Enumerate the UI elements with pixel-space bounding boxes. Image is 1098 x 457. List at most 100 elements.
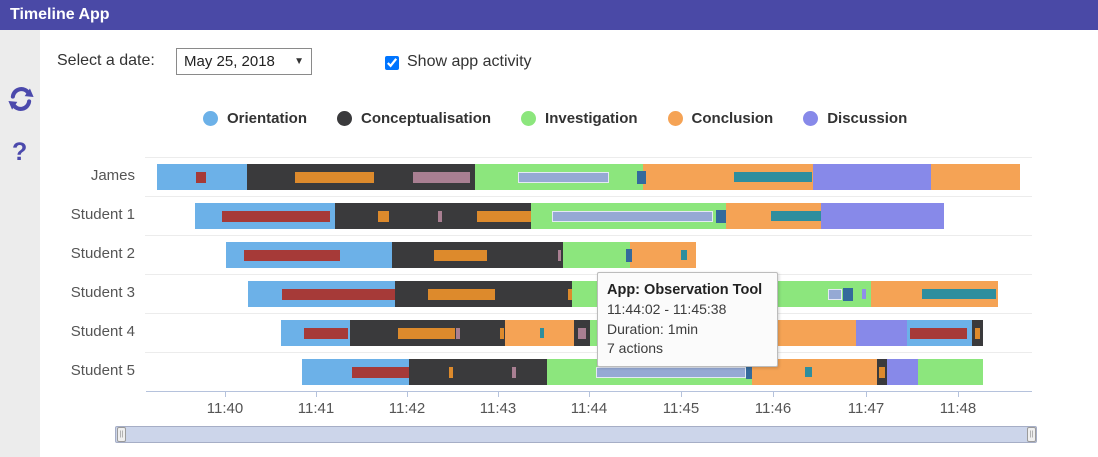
- activity-bar-orange[interactable]: [398, 328, 455, 339]
- legend-dot-icon: [803, 111, 819, 126]
- activity-bar-orange[interactable]: [477, 211, 531, 222]
- axis-tick: [866, 391, 867, 397]
- tooltip-title: App: Observation Tool: [607, 282, 763, 298]
- phase-segment-conceptualisation[interactable]: [409, 359, 547, 385]
- activity-bar-orange[interactable]: [879, 367, 885, 378]
- row-separator: [145, 196, 1032, 197]
- date-select-label: Select a date:: [57, 52, 155, 69]
- activity-bar-bluegray[interactable]: [552, 211, 713, 222]
- activity-bar-lavender[interactable]: [862, 289, 866, 299]
- refresh-icon[interactable]: [8, 86, 34, 112]
- activity-bar-darkblue[interactable]: [637, 171, 646, 184]
- activity-bar-orange[interactable]: [975, 328, 980, 339]
- axis-tick: [681, 391, 682, 397]
- axis-tick: [225, 391, 226, 397]
- phase-segment-investigation[interactable]: [918, 359, 983, 385]
- axis-tick: [958, 391, 959, 397]
- legend-label: Conceptualisation: [361, 110, 492, 127]
- activity-bar-red[interactable]: [352, 367, 409, 378]
- legend-dot-icon: [203, 111, 218, 126]
- show-activity-checkbox[interactable]: [385, 56, 399, 70]
- activity-bar-red[interactable]: [282, 289, 395, 300]
- axis-tick-label: 11:46: [754, 400, 792, 417]
- activity-bar-orange[interactable]: [434, 250, 487, 261]
- legend-item-discussion: Discussion: [803, 110, 907, 127]
- tooltip-duration: Duration: 1min: [607, 320, 699, 337]
- scrollbar-track[interactable]: [115, 426, 1037, 443]
- row-label: Student 2: [70, 245, 135, 262]
- phase-segment-conclusion[interactable]: [505, 320, 574, 346]
- help-icon[interactable]: ?: [12, 138, 28, 166]
- activity-bar-bluegray[interactable]: [596, 367, 746, 378]
- axis-tick: [407, 391, 408, 397]
- activity-bar-darkblue[interactable]: [626, 249, 632, 262]
- activity-bar-orange[interactable]: [568, 289, 572, 300]
- scrollbar-handle-right[interactable]: ||: [1027, 427, 1036, 442]
- legend-label: Discussion: [827, 110, 908, 127]
- axis-tick-label: 11:47: [847, 400, 885, 417]
- activity-bar-red[interactable]: [910, 328, 967, 339]
- activity-bar-red[interactable]: [304, 328, 348, 339]
- activity-bar-orange[interactable]: [449, 367, 453, 378]
- phase-segment-discussion[interactable]: [887, 359, 918, 385]
- app-title: Timeline App: [10, 6, 110, 23]
- legend-item-investigation: Investigation: [521, 110, 638, 127]
- legend-label: Conclusion: [691, 110, 774, 127]
- legend: Orientation Conceptualisation Investigatio…: [203, 110, 907, 127]
- activity-bar-teal[interactable]: [922, 289, 996, 299]
- legend-dot-icon: [667, 111, 683, 126]
- legend-item-conclusion: Conclusion: [667, 110, 774, 127]
- axis-tick-label: 11:48: [939, 400, 977, 417]
- phase-segment-conclusion[interactable]: [931, 164, 1020, 190]
- tooltip-time-range: 11:44:02 - 11:45:38: [607, 301, 727, 318]
- tooltip-actions: 7 actions: [607, 340, 664, 357]
- axis-tick-label: 11:43: [479, 400, 517, 417]
- activity-bar-red[interactable]: [222, 211, 330, 222]
- activity-bar-orange[interactable]: [428, 289, 495, 300]
- date-select-value: May 25, 2018: [184, 53, 275, 70]
- activity-bar-teal[interactable]: [681, 250, 687, 260]
- activity-bar-orange[interactable]: [295, 172, 374, 183]
- activity-bar-teal[interactable]: [771, 211, 821, 221]
- activity-bar-mauve[interactable]: [512, 367, 516, 378]
- activity-bar-red[interactable]: [244, 250, 340, 261]
- phase-segment-discussion[interactable]: [856, 320, 907, 346]
- legend-label: Investigation: [545, 110, 638, 127]
- activity-bar-teal[interactable]: [805, 367, 812, 377]
- activity-bar-darkblue[interactable]: [716, 210, 726, 223]
- activity-bar-mauve[interactable]: [578, 328, 586, 339]
- legend-dot-icon: [521, 111, 537, 126]
- axis-tick: [316, 391, 317, 397]
- activity-bar-mauve[interactable]: [558, 250, 561, 261]
- activity-bar-bluegray[interactable]: [828, 289, 842, 300]
- activity-bar-mauve[interactable]: [438, 211, 442, 222]
- row-label: Student 1: [70, 206, 135, 223]
- axis-tick-label: 11:42: [388, 400, 426, 417]
- axis-tick: [589, 391, 590, 397]
- row-label: Student 5: [70, 362, 135, 379]
- row-separator: [145, 274, 1032, 275]
- legend-label: Orientation: [227, 110, 308, 127]
- date-select[interactable]: May 25, 2018 ▼: [176, 48, 312, 75]
- axis-tick-label: 11:40: [206, 400, 244, 417]
- activity-bar-bluegray[interactable]: [518, 172, 609, 183]
- activity-bar-darkblue[interactable]: [843, 288, 853, 301]
- activity-bar-mauve[interactable]: [413, 172, 470, 183]
- activity-bar-orange[interactable]: [378, 211, 389, 222]
- phase-segment-investigation[interactable]: [563, 242, 630, 268]
- axis-tick-label: 11:45: [662, 400, 700, 417]
- activity-bar-teal[interactable]: [734, 172, 812, 182]
- activity-bar-red[interactable]: [196, 172, 206, 183]
- phase-segment-discussion[interactable]: [821, 203, 944, 229]
- activity-bar-darkblue[interactable]: [746, 366, 752, 379]
- activity-bar-orange[interactable]: [500, 328, 504, 339]
- phase-segment-discussion[interactable]: [813, 164, 931, 190]
- legend-dot-icon: [337, 111, 353, 126]
- scrollbar-handle-left[interactable]: ||: [117, 427, 126, 442]
- show-activity-label: Show app activity: [407, 53, 532, 70]
- activity-bar-teal[interactable]: [540, 328, 544, 338]
- legend-item-orientation: Orientation: [203, 110, 307, 127]
- axis-tick: [773, 391, 774, 397]
- axis-tick-label: 11:41: [297, 400, 335, 417]
- activity-bar-mauve[interactable]: [456, 328, 460, 339]
